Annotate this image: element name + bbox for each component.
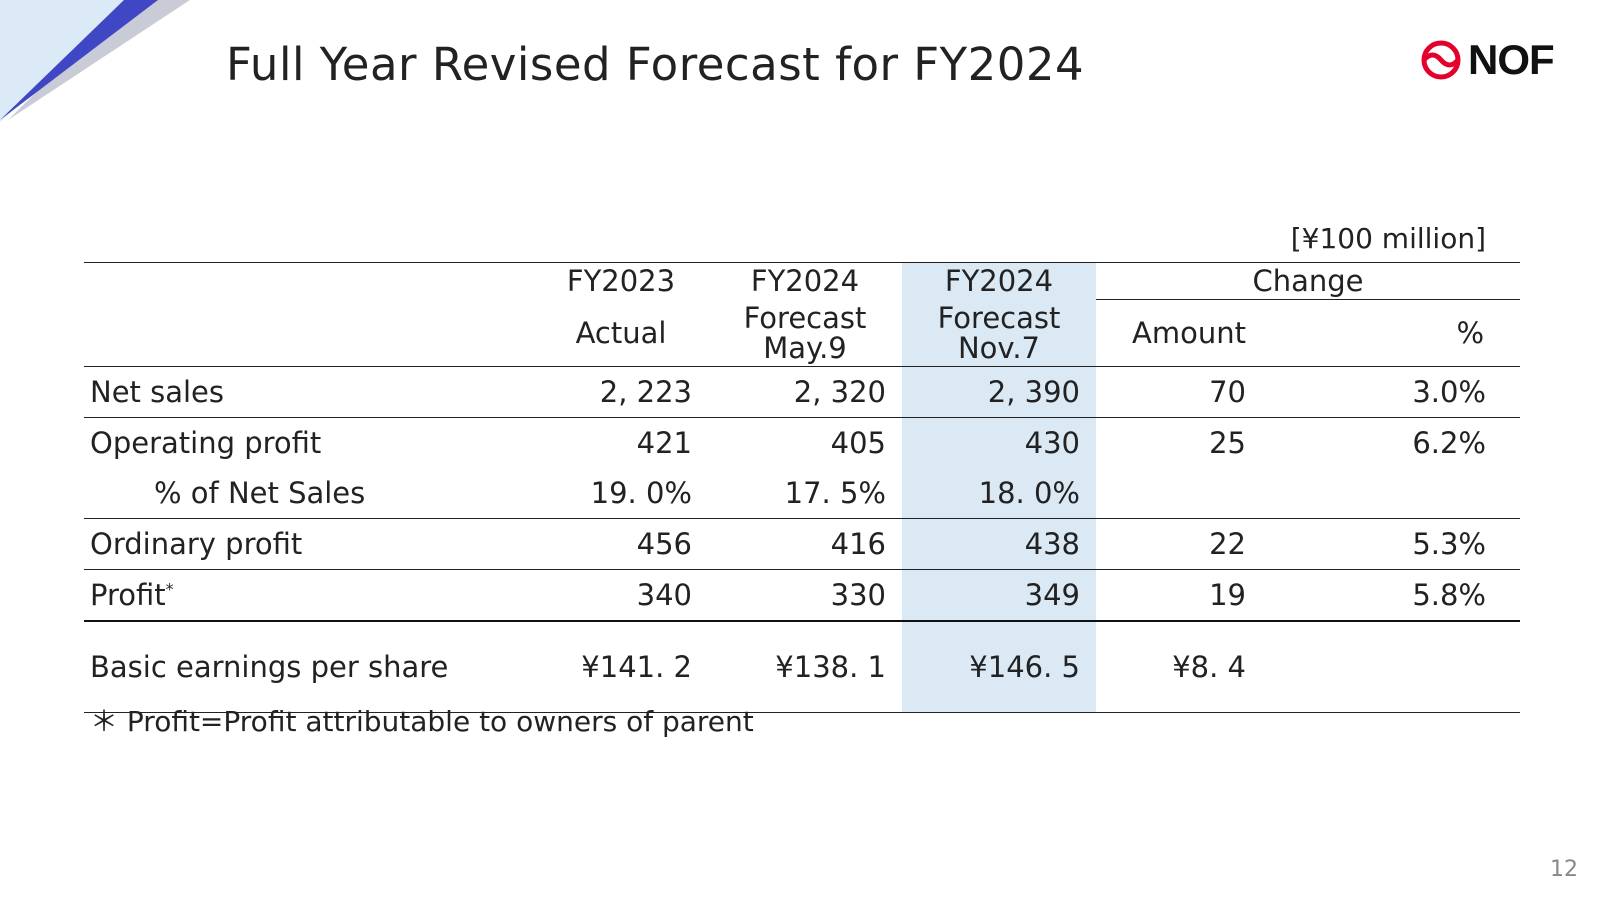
row-label-text: Profit (90, 578, 166, 612)
cell-pct: 3.0% (1412, 375, 1486, 409)
cell-change: 25 6.2% (1096, 417, 1520, 468)
col-amount-header: Amount (1132, 316, 1246, 350)
cell-may: 330 (708, 569, 902, 621)
row-label: Operating profit (84, 417, 534, 468)
cell-fy2023: 2, 223 (534, 366, 708, 418)
nof-logo-icon (1421, 40, 1461, 80)
row-label: % of Net Sales (154, 476, 366, 510)
cell-change: 22 5.3% (1096, 518, 1520, 570)
row-label: Profit* (84, 569, 534, 621)
cell-fy2023: 340 (534, 569, 708, 621)
forecast-table: FY2023 FY2024 FY2024 Change Actual Forec… (84, 262, 1520, 713)
cell-fy2023: 19. 0% (590, 476, 692, 510)
cell-nov: 18. 0% (902, 468, 1096, 519)
cell-pct: 5.8% (1412, 578, 1486, 612)
row-label: Ordinary profit (84, 518, 534, 570)
row-label: Basic earnings per share (84, 620, 534, 713)
col-nov-header: FY2024 (902, 262, 1096, 300)
footnote: ＊ Profit=Profit attributable to owners o… (90, 705, 754, 738)
cell-change: 19 5.8% (1096, 569, 1520, 621)
cell-nov: 349 (902, 569, 1096, 621)
logo-text: NOF (1468, 36, 1555, 83)
cell-amount: 19 (1209, 578, 1246, 612)
table-subheader-row: Actual Forecast May.9 Forecast Nov.7 Amo… (84, 299, 1520, 367)
row-label: Net sales (84, 366, 534, 418)
page-title: Full Year Revised Forecast for FY2024 (226, 38, 1085, 91)
cell-pct (1486, 650, 1520, 684)
cell-amount: ¥8. 4 (1172, 650, 1246, 684)
cell-amount: 22 (1209, 527, 1246, 561)
company-logo: NOF (1420, 36, 1555, 84)
col-change-subheader: Amount % (1096, 300, 1520, 367)
table-row: Net sales 2, 223 2, 320 2, 390 70 3.0% (84, 366, 1520, 418)
cell-may: 416 (708, 518, 902, 570)
cell-may: ¥138. 1 (708, 620, 902, 713)
col-may-subheader-line2: May.9 (763, 330, 847, 365)
cell-pct: 5.3% (1412, 527, 1486, 561)
col-percent-header: % (1456, 316, 1484, 350)
cell-fy2023: ¥141. 2 (534, 620, 708, 713)
table-row: Ordinary profit 456 416 438 22 5.3% (84, 518, 1520, 570)
cell-nov: ¥146. 5 (902, 620, 1096, 713)
table-row: Profit* 340 330 349 19 5.8% (84, 569, 1520, 621)
cell-amount: 70 (1209, 375, 1246, 409)
col-nov-subheader-line2: Nov.7 (957, 330, 1040, 365)
col-nov-subheader-line1: Forecast (937, 300, 1061, 335)
cell-nov: 2, 390 (902, 366, 1096, 418)
col-may-subheader-line1: Forecast (743, 300, 867, 335)
footnote-marker: * (165, 579, 174, 599)
table-header-row: FY2023 FY2024 FY2024 Change (84, 262, 1520, 367)
cell-amount: 25 (1209, 426, 1246, 460)
cell-nov: 438 (902, 518, 1096, 570)
cell-change: ¥8. 4 (1096, 620, 1520, 713)
col-nov-subheader: Forecast Nov.7 (902, 299, 1096, 367)
col-may-subheader: Forecast May.9 (708, 300, 902, 367)
table-row: % of Net Sales 19. 0% 17. 5% 18. 0% (84, 468, 1520, 519)
unit-label: [¥100 million] (1290, 222, 1486, 255)
table-row: Basic earnings per share ¥141. 2 ¥138. 1… (84, 620, 1520, 713)
corner-decoration (0, 0, 190, 122)
cell-may: 2, 320 (708, 366, 902, 418)
col-fy2023-header: FY2023 (534, 262, 708, 300)
col-change-header: Change (1096, 262, 1520, 300)
cell-fy2023: 421 (534, 417, 708, 468)
cell-change: 70 3.0% (1096, 366, 1520, 418)
cell-fy2023: 456 (534, 518, 708, 570)
cell-pct: 6.2% (1412, 426, 1486, 460)
cell-may: 17. 5% (784, 476, 886, 510)
col-may-header: FY2024 (708, 262, 902, 300)
col-fy2023-subheader: Actual (575, 315, 667, 350)
cell-change (1096, 468, 1520, 519)
table-row: Operating profit 421 405 430 25 6.2% (84, 417, 1520, 468)
cell-may: 405 (708, 417, 902, 468)
page-number: 12 (1550, 857, 1578, 882)
cell-nov: 430 (902, 417, 1096, 468)
